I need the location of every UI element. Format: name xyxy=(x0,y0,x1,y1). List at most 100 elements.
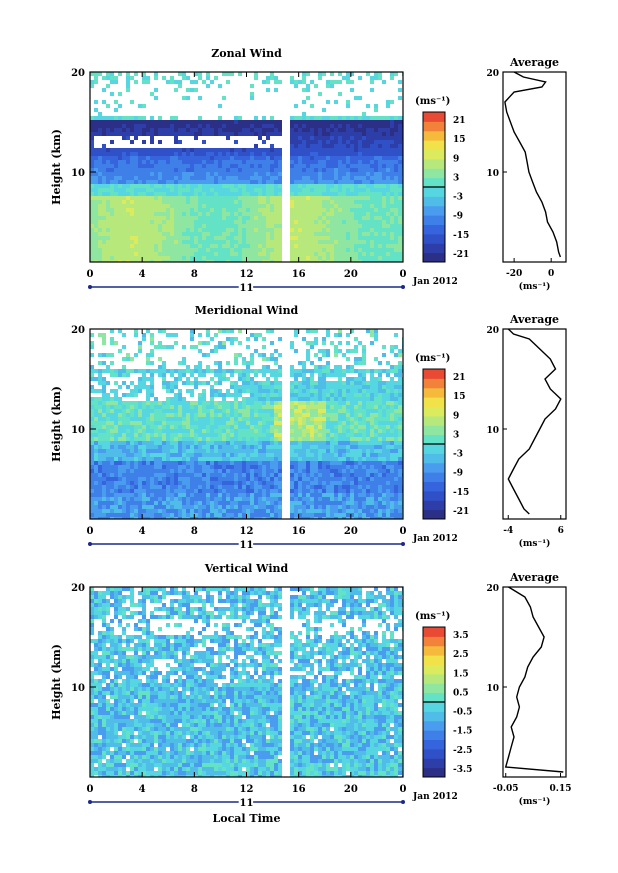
heatmap-cell xyxy=(118,188,122,192)
heatmap-cell xyxy=(146,160,150,164)
heatmap-cell xyxy=(330,72,334,76)
heatmap-cell xyxy=(214,128,218,132)
heatmap-cell xyxy=(110,172,114,176)
heatmap-cell xyxy=(394,252,398,256)
heatmap-cell xyxy=(142,421,146,425)
heatmap-cell xyxy=(190,509,194,513)
heatmap-cell xyxy=(222,341,226,345)
heatmap-cell xyxy=(374,76,378,80)
heatmap-cell xyxy=(178,461,182,465)
heatmap-cell xyxy=(374,104,378,108)
heatmap-cell xyxy=(106,172,110,176)
heatmap-cell xyxy=(206,124,210,128)
heatmap-cell xyxy=(210,184,214,188)
heatmap-cell xyxy=(394,128,398,132)
heatmap-cell xyxy=(174,124,178,128)
heatmap-cell xyxy=(122,148,126,152)
heatmap-cell xyxy=(338,204,342,208)
heatmap-cell xyxy=(114,429,118,433)
heatmap-cell xyxy=(354,204,358,208)
heatmap-cell xyxy=(298,493,302,497)
heatmap-cell xyxy=(98,453,102,457)
heatmap-cell xyxy=(214,184,218,188)
heatmap-cell xyxy=(302,192,306,196)
heatmap-cell xyxy=(158,413,162,417)
heatmap-cell xyxy=(186,200,190,204)
heatmap-cell xyxy=(262,244,266,248)
heatmap-cell xyxy=(194,409,198,413)
heatmap-cell xyxy=(226,72,230,76)
heatmap-cell xyxy=(326,236,330,240)
heatmap-cell xyxy=(350,212,354,216)
heatmap-cell xyxy=(314,164,318,168)
heatmap-cell xyxy=(258,204,262,208)
heatmap-cell xyxy=(270,449,274,453)
heatmap-cell xyxy=(130,180,134,184)
heatmap-cell xyxy=(278,433,282,437)
heatmap-cell xyxy=(338,200,342,204)
heatmap-cell xyxy=(254,220,258,224)
heatmap-cell xyxy=(262,208,266,212)
heatmap-cell xyxy=(150,124,154,128)
heatmap-cell xyxy=(250,96,254,100)
heatmap-cell xyxy=(358,180,362,184)
heatmap-cell xyxy=(186,212,190,216)
heatmap-cell xyxy=(98,485,102,489)
heatmap-cell xyxy=(122,204,126,208)
heatmap-cell xyxy=(358,140,362,144)
heatmap-cell xyxy=(326,184,330,188)
heatmap-cell xyxy=(394,244,398,248)
heatmap-cell xyxy=(202,469,206,473)
heatmap-cell xyxy=(122,493,126,497)
heatmap-cell xyxy=(298,136,302,140)
heatmap-cell xyxy=(230,208,234,212)
heatmap-cell xyxy=(138,176,142,180)
heatmap-cell xyxy=(234,401,238,405)
heatmap-cell xyxy=(114,240,118,244)
heatmap-cell xyxy=(154,421,158,425)
heatmap-cell xyxy=(258,228,262,232)
heatmap-cell xyxy=(122,172,126,176)
heatmap-cell xyxy=(370,172,374,176)
heatmap-cell xyxy=(102,381,106,385)
heatmap-cell xyxy=(190,228,194,232)
heatmap-cell xyxy=(394,188,398,192)
heatmap-cell xyxy=(314,84,318,88)
heatmap-cell xyxy=(142,377,146,381)
heatmap-cell xyxy=(202,240,206,244)
heatmap-cell xyxy=(122,457,126,461)
heatmap-cell xyxy=(102,425,106,429)
heatmap-cell xyxy=(190,172,194,176)
heatmap-cell xyxy=(306,469,310,473)
heatmap-cell xyxy=(206,449,210,453)
heatmap-cell xyxy=(146,168,150,172)
heatmap-cell xyxy=(158,188,162,192)
heatmap-cell xyxy=(310,208,314,212)
heatmap-cell xyxy=(234,228,238,232)
heatmap-cell xyxy=(354,152,358,156)
heatmap-cell xyxy=(130,469,134,473)
heatmap-cell xyxy=(302,168,306,172)
heatmap-cell xyxy=(118,489,122,493)
heatmap-cell xyxy=(398,180,402,184)
heatmap-cell xyxy=(334,172,338,176)
heatmap-cell xyxy=(250,461,254,465)
heatmap-cell xyxy=(322,180,326,184)
heatmap-cell xyxy=(226,481,230,485)
heatmap-cell xyxy=(290,212,294,216)
heatmap-cell xyxy=(382,168,386,172)
heatmap-cell xyxy=(218,421,222,425)
heatmap-cell xyxy=(234,493,238,497)
heatmap-cell xyxy=(214,405,218,409)
heatmap-cell xyxy=(358,224,362,228)
heatmap-cell xyxy=(134,421,138,425)
heatmap-cell xyxy=(238,240,242,244)
heatmap-cell xyxy=(390,184,394,188)
heatmap-cell xyxy=(186,232,190,236)
heatmap-cell xyxy=(210,172,214,176)
heatmap-cell xyxy=(98,244,102,248)
heatmap-cell xyxy=(370,208,374,212)
heatmap-cell xyxy=(138,212,142,216)
heatmap-cell xyxy=(138,401,142,405)
heatmap-cell xyxy=(90,120,94,124)
